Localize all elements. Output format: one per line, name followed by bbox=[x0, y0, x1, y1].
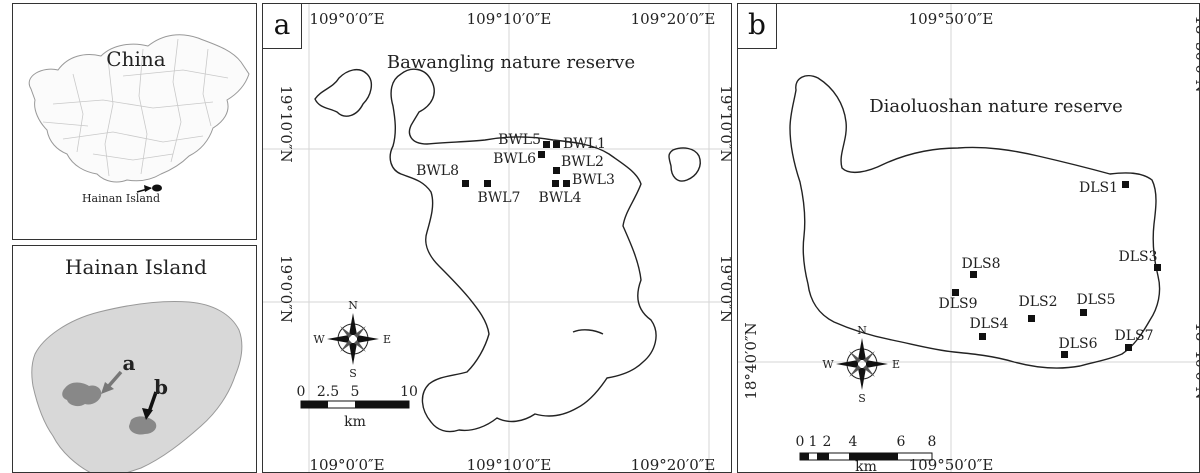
site-label-bwl7: BWL7 bbox=[478, 190, 521, 206]
site-marker-dls2 bbox=[1028, 315, 1035, 322]
reserve-fragment-east bbox=[668, 147, 701, 182]
lat-label-left-1: 19°10′0″N bbox=[277, 85, 295, 162]
diaoluoshan-boundary bbox=[789, 74, 1161, 369]
site-marker-dls3 bbox=[1154, 264, 1161, 271]
compass-e-a: E bbox=[383, 333, 391, 346]
scale-tick-b-5: 8 bbox=[928, 434, 937, 450]
diaoluoshan-title: Diaoluoshan nature reserve bbox=[869, 96, 1123, 117]
site-marker-bwl3 bbox=[563, 180, 570, 187]
site-label-bwl4: BWL4 bbox=[539, 190, 582, 206]
compass-s-b: S bbox=[858, 392, 866, 405]
lat-label-right-b-2: 18°40′0″N bbox=[1192, 322, 1200, 399]
site-label-dls6: DLS6 bbox=[1058, 336, 1097, 352]
site-label-dls3: DLS3 bbox=[1118, 249, 1157, 265]
inset-label-b: b bbox=[154, 375, 168, 399]
site-marker-bwl1 bbox=[553, 141, 560, 148]
bawangling-title: Bawangling nature reserve bbox=[387, 52, 635, 73]
hainan-inset-map: Hainan Island a b bbox=[12, 245, 257, 473]
site-marker-dls8 bbox=[970, 271, 977, 278]
lon-label-top-1: 109°0′0″E bbox=[309, 10, 384, 28]
scale-tick-a-1: 2.5 bbox=[317, 384, 339, 400]
scale-bar-b bbox=[799, 452, 933, 461]
site-label-bwl5: BWL5 bbox=[498, 132, 541, 148]
compass-w-a: W bbox=[313, 333, 325, 346]
site-marker-dls1 bbox=[1122, 181, 1129, 188]
compass-n-a: N bbox=[348, 299, 358, 312]
compass-rose-b bbox=[836, 338, 888, 390]
site-label-dls2: DLS2 bbox=[1018, 294, 1057, 310]
site-label-dls9: DLS9 bbox=[938, 296, 977, 312]
site-marker-dls9 bbox=[952, 289, 959, 296]
site-label-bwl8: BWL8 bbox=[416, 163, 459, 179]
lon-label-top-3: 109°20′0″E bbox=[631, 10, 716, 28]
compass-w-b: W bbox=[822, 358, 834, 371]
lon-label-bottom-1: 109°0′0″E bbox=[309, 456, 384, 473]
site-marker-dls4 bbox=[979, 333, 986, 340]
lat-label-right-2: 19°0′0″N bbox=[717, 255, 732, 323]
lon-label-bottom-3: 109°20′0″E bbox=[631, 456, 716, 473]
scale-tick-b-4: 6 bbox=[897, 434, 906, 450]
diaoluoshan-map-panel: 109°50′0″E 109°50′0″E 18°40′0″N 18°50′0″… bbox=[737, 3, 1200, 473]
lat-label-right-1: 19°10′0″N bbox=[717, 85, 732, 162]
compass-e-b: E bbox=[892, 358, 900, 371]
graticule bbox=[263, 4, 731, 472]
scale-tick-b-0: 0 bbox=[796, 434, 805, 450]
diaoluoshan-shape bbox=[129, 416, 157, 435]
hainan-island-marker bbox=[152, 184, 162, 192]
site-label-dls7: DLS7 bbox=[1114, 328, 1153, 344]
panel-letter-a: a bbox=[263, 4, 302, 49]
scale-tick-b-2: 2 bbox=[823, 434, 832, 450]
river-inlet bbox=[572, 329, 604, 335]
scale-tick-a-0: 0 bbox=[297, 384, 306, 400]
lat-label-left-2: 19°0′0″N bbox=[277, 255, 295, 323]
site-marker-bwl8 bbox=[462, 180, 469, 187]
lat-label-right-b-1: 18°50′0″N bbox=[1192, 15, 1200, 92]
scale-tick-b-3: 4 bbox=[849, 434, 858, 450]
scale-bar-a bbox=[300, 400, 410, 409]
bawangling-map-panel: 109°0′0″E 109°10′0″E 109°20′0″E 109°0′0″… bbox=[262, 3, 732, 473]
scale-unit-b: km bbox=[855, 459, 877, 473]
site-label-dls8: DLS8 bbox=[961, 256, 1000, 272]
hainan-inset-title: Hainan Island bbox=[65, 255, 207, 279]
scale-tick-b-1: 1 bbox=[809, 434, 818, 450]
compass-s-a: S bbox=[349, 367, 357, 380]
site-label-dls4: DLS4 bbox=[969, 316, 1008, 332]
site-marker-bwl4 bbox=[552, 180, 559, 187]
scale-tick-a-2: 5 bbox=[351, 384, 360, 400]
site-marker-bwl7 bbox=[484, 180, 491, 187]
site-marker-dls7 bbox=[1125, 344, 1132, 351]
china-inset-title: China bbox=[106, 47, 165, 71]
site-marker-bwl2 bbox=[553, 167, 560, 174]
graticule bbox=[738, 4, 1199, 472]
scale-tick-a-3: 10 bbox=[400, 384, 418, 400]
site-marker-bwl5 bbox=[543, 141, 550, 148]
site-label-bwl1: BWL1 bbox=[563, 136, 606, 152]
site-marker-bwl6 bbox=[538, 151, 545, 158]
scale-unit-a: km bbox=[344, 414, 366, 430]
site-marker-dls5 bbox=[1080, 309, 1087, 316]
lon-label-bottom-2: 109°10′0″E bbox=[467, 456, 552, 473]
panel-letter-b: b bbox=[738, 4, 777, 49]
hainan-island-outline bbox=[31, 301, 243, 472]
hainan-island-callout: Hainan Island bbox=[82, 192, 160, 205]
lon-label-top-2: 109°10′0″E bbox=[467, 10, 552, 28]
site-label-bwl2: BWL2 bbox=[561, 154, 604, 170]
site-label-bwl3: BWL3 bbox=[572, 172, 615, 188]
bawangling-shape bbox=[62, 382, 102, 407]
reserve-fragment-west bbox=[314, 68, 373, 117]
compass-north-point bbox=[349, 313, 357, 335]
compass-rose-a bbox=[327, 313, 379, 365]
site-label-dls5: DLS5 bbox=[1076, 292, 1115, 308]
site-label-bwl6: BWL6 bbox=[493, 151, 536, 167]
lon-label-top-b: 109°50′0″E bbox=[909, 10, 994, 28]
inset-label-a: a bbox=[123, 351, 136, 375]
site-marker-dls6 bbox=[1061, 351, 1068, 358]
site-label-dls1: DLS1 bbox=[1079, 180, 1118, 196]
china-outline bbox=[28, 34, 250, 183]
bawangling-main-boundary bbox=[389, 68, 657, 433]
compass-n-b: N bbox=[857, 324, 867, 337]
lon-label-bottom-b: 109°50′0″E bbox=[909, 456, 994, 473]
china-inset-map: China Hainan Island bbox=[12, 3, 257, 240]
lat-label-left-b: 18°40′0″N bbox=[742, 322, 760, 399]
